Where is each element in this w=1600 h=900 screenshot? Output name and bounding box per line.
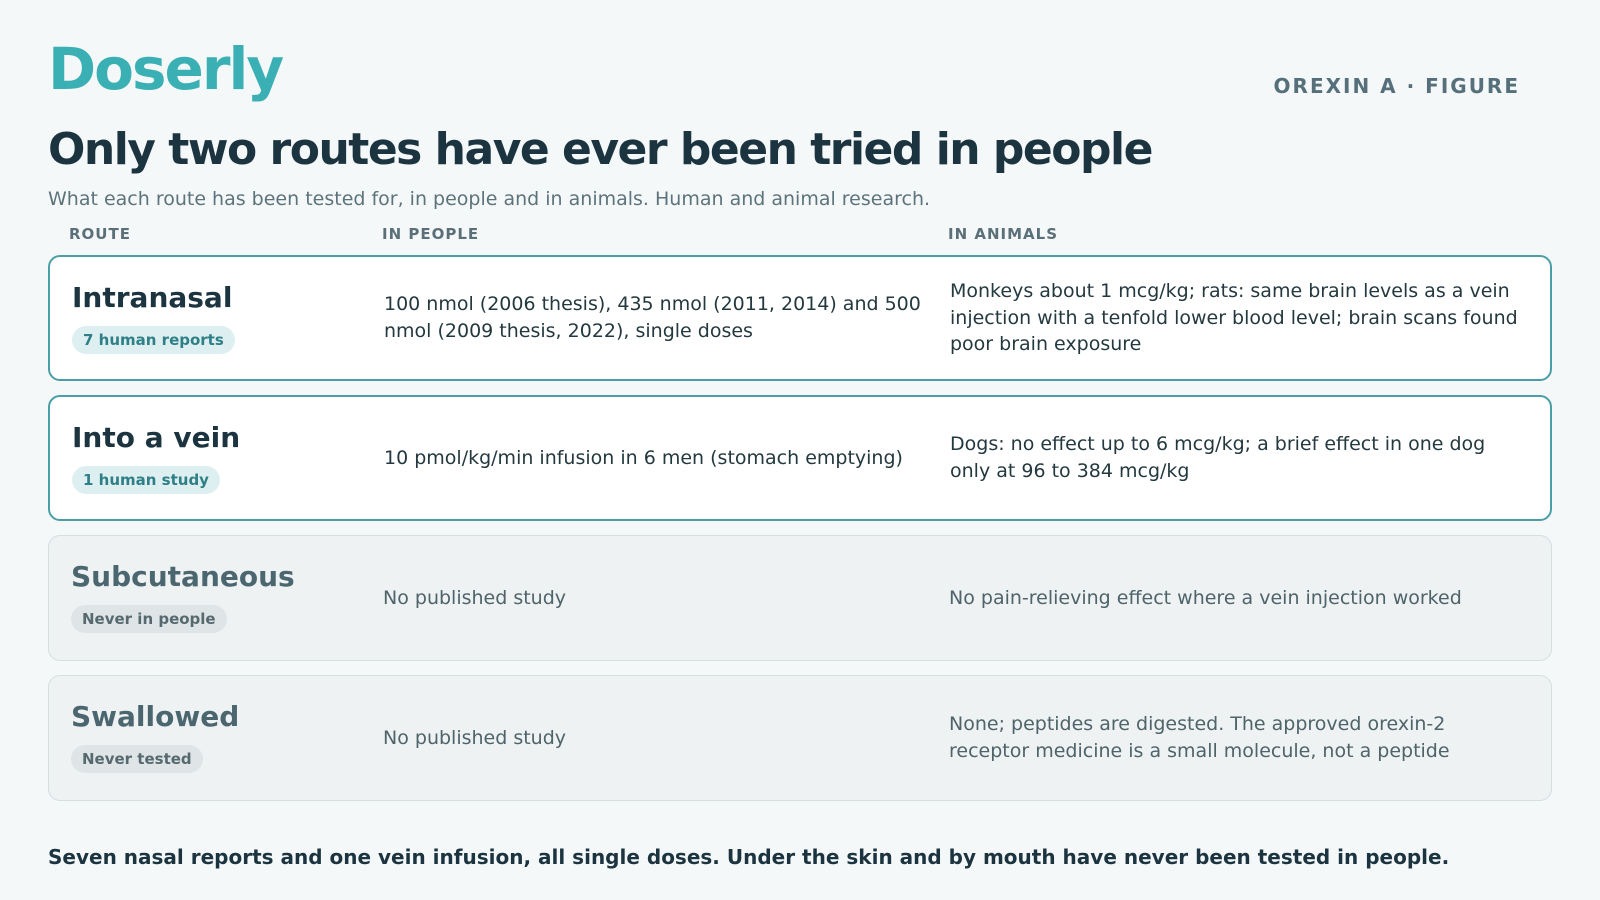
route-name: Swallowed [71, 700, 240, 733]
page-subtitle: What each route has been tested for, in … [48, 188, 931, 210]
people-cell: No published study [383, 586, 567, 609]
route-name: Intranasal [72, 281, 233, 314]
column-header-route: ROUTE [69, 225, 131, 243]
footer-summary: Seven nasal reports and one vein infusio… [48, 845, 1450, 869]
brand-logo: Doserly [48, 35, 284, 103]
route-cell: Intranasal 7 human reports [72, 281, 235, 354]
page-title: Only two routes have ever been tried in … [48, 124, 1153, 175]
column-header-people: IN PEOPLE [382, 225, 480, 243]
status-badge: 1 human study [72, 465, 220, 494]
animals-cell: None; peptides are digested. The approve… [949, 713, 1450, 762]
route-name: Into a vein [72, 421, 241, 454]
route-row-vein: Into a vein 1 human study 10 pmol/kg/min… [48, 395, 1552, 521]
animals-cell: No pain-relieving effect where a vein in… [949, 586, 1462, 609]
route-row-intranasal: Intranasal 7 human reports 100 nmol (200… [48, 255, 1552, 381]
people-cell: No published study [383, 726, 567, 749]
route-row-swallowed: Swallowed Never tested No published stud… [48, 675, 1552, 801]
route-cell: Swallowed Never tested [71, 700, 240, 773]
route-cell: Into a vein 1 human study [72, 421, 241, 494]
routes-table: Intranasal 7 human reports 100 nmol (200… [48, 255, 1552, 815]
status-badge: Never in people [71, 604, 227, 633]
people-cell: 100 nmol (2006 thesis), 435 nmol (2011, … [384, 293, 921, 342]
figure-tag: OREXIN A · FIGURE [1273, 74, 1520, 98]
people-cell: 10 pmol/kg/min infusion in 6 men (stomac… [384, 446, 903, 469]
column-header-animals: IN ANIMALS [948, 225, 1058, 243]
route-cell: Subcutaneous Never in people [71, 560, 295, 633]
animals-cell: Dogs: no effect up to 6 mcg/kg; a brief … [950, 433, 1486, 482]
route-row-subcutaneous: Subcutaneous Never in people No publishe… [48, 535, 1552, 661]
animals-cell: Monkeys about 1 mcg/kg; rats: same brain… [950, 279, 1518, 356]
status-badge: Never tested [71, 744, 203, 773]
status-badge: 7 human reports [72, 325, 235, 354]
route-name: Subcutaneous [71, 560, 295, 593]
